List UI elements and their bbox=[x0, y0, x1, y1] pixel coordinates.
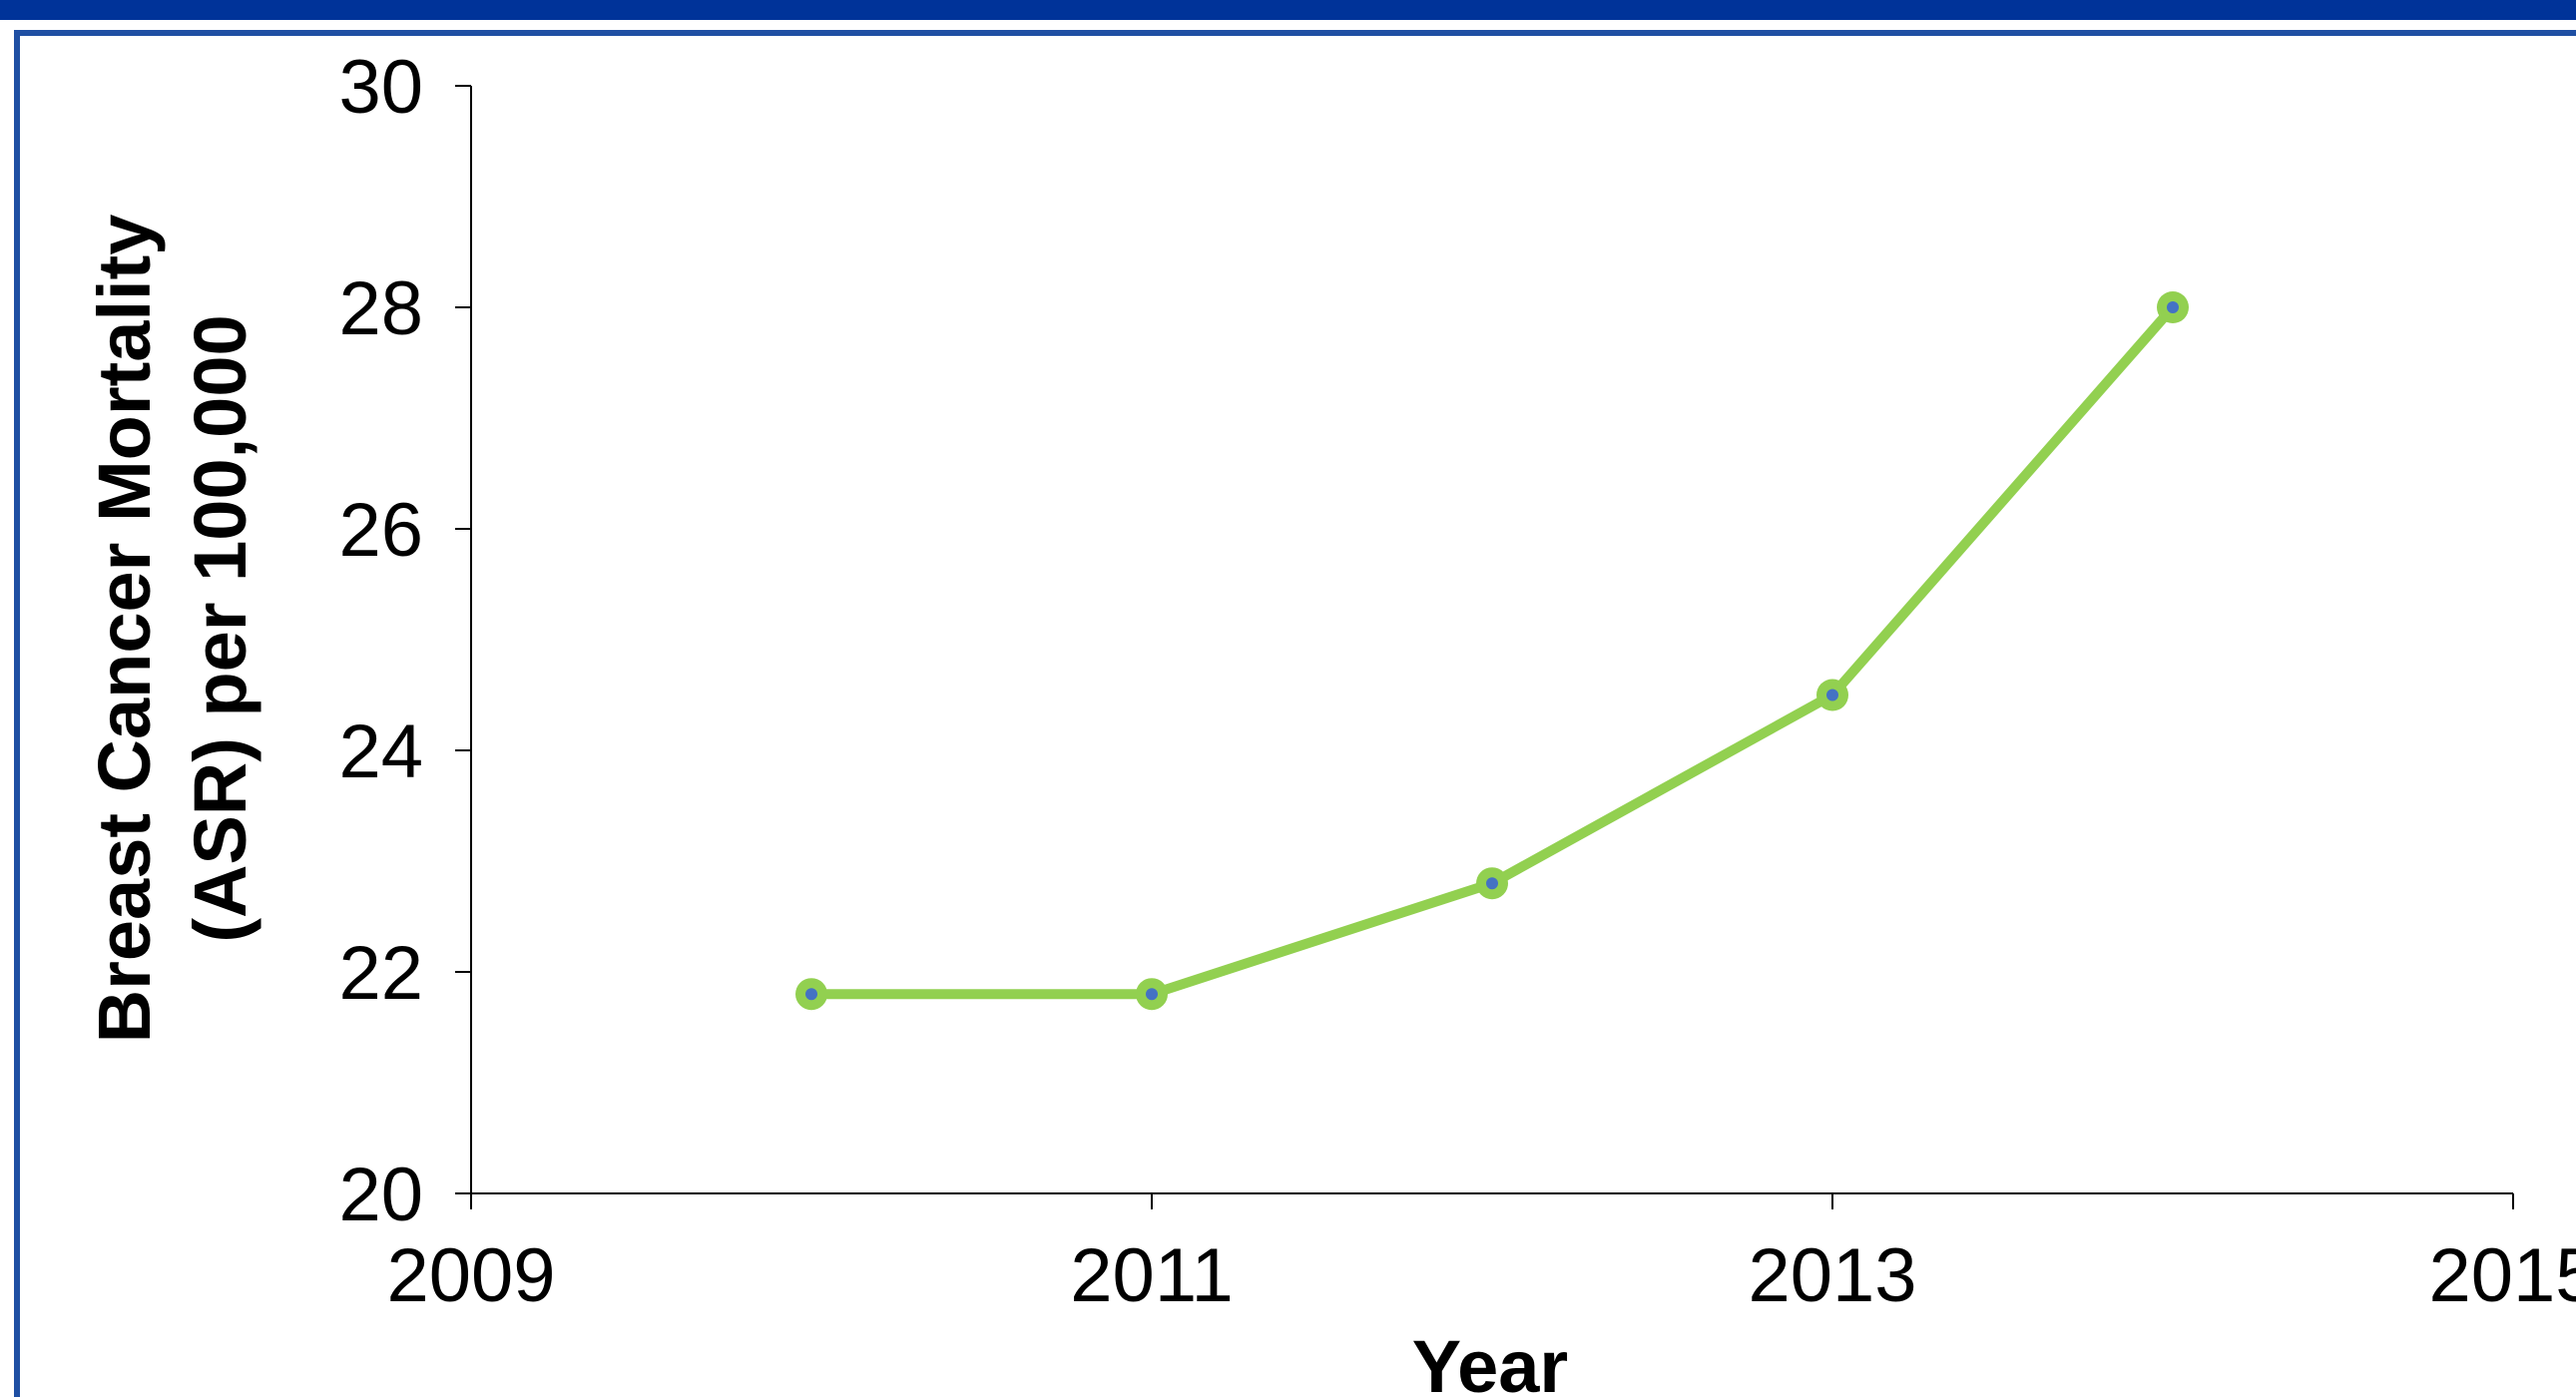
y-tick-label: 30 bbox=[338, 45, 423, 130]
top-banner-bar bbox=[0, 0, 2576, 20]
y-axis-ticks: 20 22 24 26 28 30 bbox=[338, 45, 471, 1237]
y-tick-label: 24 bbox=[338, 709, 423, 794]
x-tick-label: 2015 bbox=[2428, 1233, 2576, 1318]
y-tick-label: 26 bbox=[338, 488, 423, 573]
data-point-center bbox=[2167, 301, 2179, 313]
y-tick-label: 22 bbox=[338, 931, 423, 1016]
y-tick-label: 20 bbox=[338, 1153, 423, 1237]
x-axis-title: Year bbox=[1412, 1325, 1568, 1397]
y-tick-label: 28 bbox=[338, 266, 423, 351]
data-point-center bbox=[1486, 877, 1498, 890]
data-point-center bbox=[1146, 988, 1158, 1001]
data-point-center bbox=[1826, 689, 1838, 701]
frame-top-border bbox=[14, 30, 2576, 36]
x-tick-label: 2009 bbox=[386, 1233, 555, 1318]
data-markers bbox=[795, 291, 2189, 1011]
y-axis-title-line-1: Breast Cancer Mortality bbox=[83, 215, 166, 1044]
y-axis-title-line-2: (ASR) per 100,000 bbox=[179, 314, 261, 942]
x-tick-label: 2013 bbox=[1748, 1233, 1916, 1318]
x-tick-label: 2011 bbox=[1070, 1233, 1233, 1318]
data-point-center bbox=[805, 988, 817, 1001]
chart-axes bbox=[470, 86, 2513, 1194]
frame-left-border bbox=[14, 30, 20, 1397]
x-axis-ticks: 2009 2011 2013 2015 bbox=[386, 1193, 2576, 1318]
